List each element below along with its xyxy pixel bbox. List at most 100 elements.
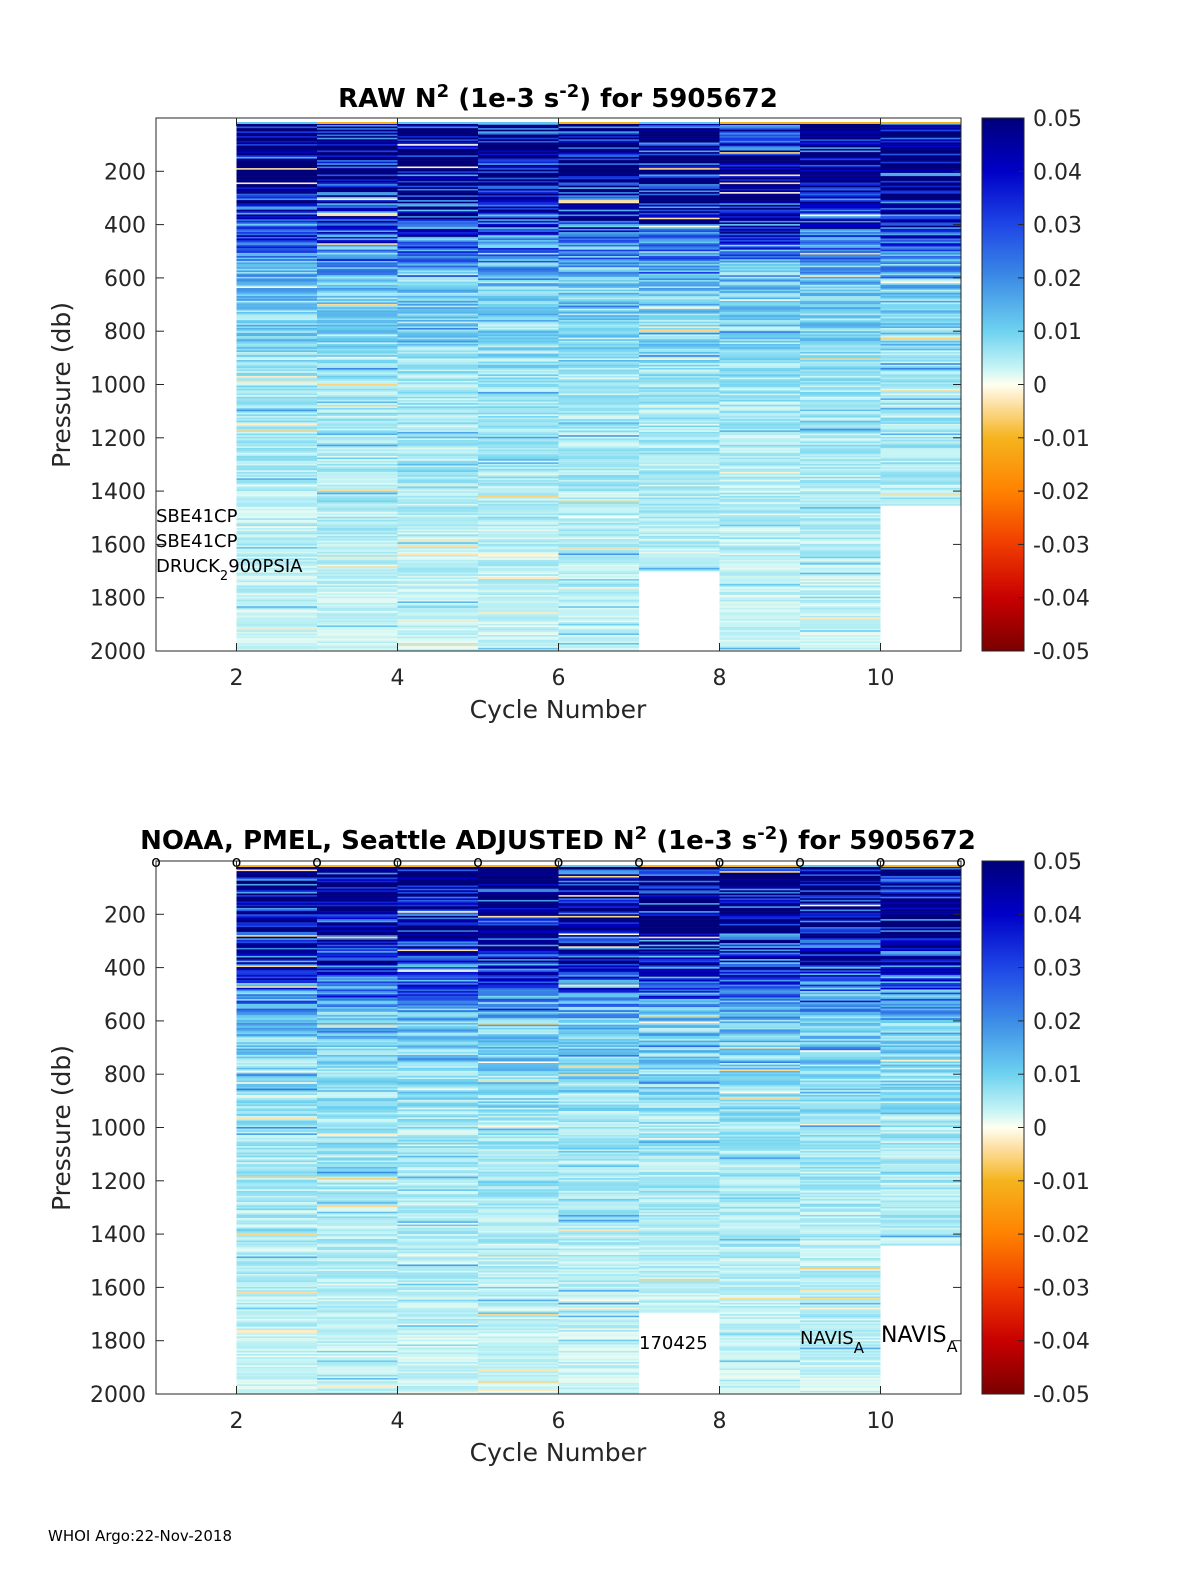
heatmap-cell <box>397 1128 478 1131</box>
heatmap-cell <box>236 249 317 252</box>
heatmap-cell <box>478 435 559 438</box>
heatmap-cell <box>236 941 317 944</box>
heatmap-cell <box>880 491 961 493</box>
y-tick-label: 200 <box>104 160 146 185</box>
heatmap-cell <box>397 877 478 880</box>
heatmap-cell <box>397 153 478 156</box>
heatmap-cell <box>478 468 559 471</box>
heatmap-cell <box>719 959 800 961</box>
heatmap-cell <box>719 391 800 394</box>
heatmap-cell <box>558 1186 639 1189</box>
heatmap-cell <box>880 300 961 303</box>
heatmap-cell <box>639 1085 720 1088</box>
heatmap-cell <box>719 567 800 570</box>
heatmap-cell <box>317 1358 398 1361</box>
heatmap-cell <box>317 198 398 201</box>
heatmap-cell <box>317 433 398 436</box>
heatmap-cell <box>236 943 317 945</box>
heatmap-cell <box>478 505 559 508</box>
heatmap-cell <box>236 619 317 621</box>
heatmap-cell <box>800 521 881 524</box>
heatmap-cell <box>236 949 317 952</box>
heatmap-cell <box>558 563 639 565</box>
heatmap-cell <box>397 991 478 993</box>
heatmap-cell <box>397 585 478 588</box>
heatmap-cell <box>639 1091 720 1094</box>
heatmap-cell <box>397 166 478 169</box>
heatmap-cell <box>558 524 639 527</box>
heatmap-cell <box>639 329 720 332</box>
heatmap-cell <box>558 1007 639 1009</box>
heatmap-cell <box>478 264 559 266</box>
heatmap-cell <box>800 406 881 409</box>
heatmap-cell <box>236 1176 317 1179</box>
heatmap-cell <box>639 513 720 516</box>
heatmap-cell <box>236 220 317 223</box>
heatmap-cell <box>558 1024 639 1027</box>
heatmap-cell <box>558 134 639 137</box>
heatmap-cell <box>800 216 881 218</box>
heatmap-cell <box>558 1323 639 1326</box>
raw-annotation-sensor-2: SBE41CP <box>156 531 238 552</box>
heatmap-cell <box>558 880 639 883</box>
heatmap-cell <box>236 148 317 151</box>
heatmap-cell <box>880 499 961 501</box>
heatmap-cell <box>558 1234 639 1236</box>
heatmap-cell <box>639 1128 720 1131</box>
heatmap-cell <box>317 1184 398 1187</box>
heatmap-cell <box>558 142 639 145</box>
heatmap-cell <box>397 641 478 644</box>
heatmap-cell <box>478 403 559 406</box>
heatmap-cell <box>317 1008 398 1011</box>
heatmap-cell <box>478 211 559 214</box>
heatmap-cell <box>478 296 559 298</box>
heatmap-cell <box>558 288 639 290</box>
heatmap-cell <box>236 1039 317 1041</box>
heatmap-cell <box>800 123 881 126</box>
heatmap-cell <box>558 898 639 901</box>
heatmap-cell <box>639 1197 720 1200</box>
heatmap-cell <box>639 1000 720 1003</box>
heatmap-cell <box>236 144 317 147</box>
heatmap-cell <box>478 153 559 156</box>
heatmap-cell <box>478 947 559 950</box>
heatmap-cell <box>478 1093 559 1096</box>
heatmap-cell <box>317 614 398 617</box>
heatmap-cell <box>317 249 398 252</box>
heatmap-cell <box>558 280 639 282</box>
heatmap-cell <box>719 577 800 580</box>
heatmap-cell <box>558 1050 639 1053</box>
heatmap-cell <box>558 1230 639 1233</box>
heatmap-cell <box>317 379 398 382</box>
heatmap-cell <box>317 471 398 474</box>
heatmap-cell <box>719 254 800 257</box>
heatmap-cell <box>397 1157 478 1160</box>
heatmap-cell <box>880 147 961 150</box>
heatmap-cell <box>397 1051 478 1054</box>
heatmap-cell <box>880 433 961 436</box>
heatmap-cell <box>880 399 961 402</box>
heatmap-cell <box>639 443 720 446</box>
heatmap-cell <box>639 128 720 131</box>
heatmap-cell <box>236 1240 317 1243</box>
heatmap-cell <box>558 1216 639 1219</box>
heatmap-cell <box>478 473 559 476</box>
heatmap-cell <box>558 1291 639 1294</box>
heatmap-cell <box>639 927 720 929</box>
heatmap-cell <box>397 500 478 503</box>
heatmap-cell <box>317 965 398 968</box>
heatmap-cell <box>478 1318 559 1321</box>
heatmap-cell <box>478 585 559 588</box>
heatmap-cell <box>397 188 478 191</box>
heatmap-cell <box>317 531 398 533</box>
heatmap-cell <box>317 1205 398 1208</box>
heatmap-cell <box>478 973 559 976</box>
heatmap-cell <box>236 1162 317 1165</box>
heatmap-cell <box>317 1352 398 1355</box>
heatmap-cell <box>800 647 881 650</box>
heatmap-cell <box>719 425 800 428</box>
heatmap-cell <box>558 324 639 327</box>
heatmap-cell <box>639 1075 720 1078</box>
heatmap-cell <box>478 320 559 322</box>
heatmap-cell <box>317 1047 398 1049</box>
